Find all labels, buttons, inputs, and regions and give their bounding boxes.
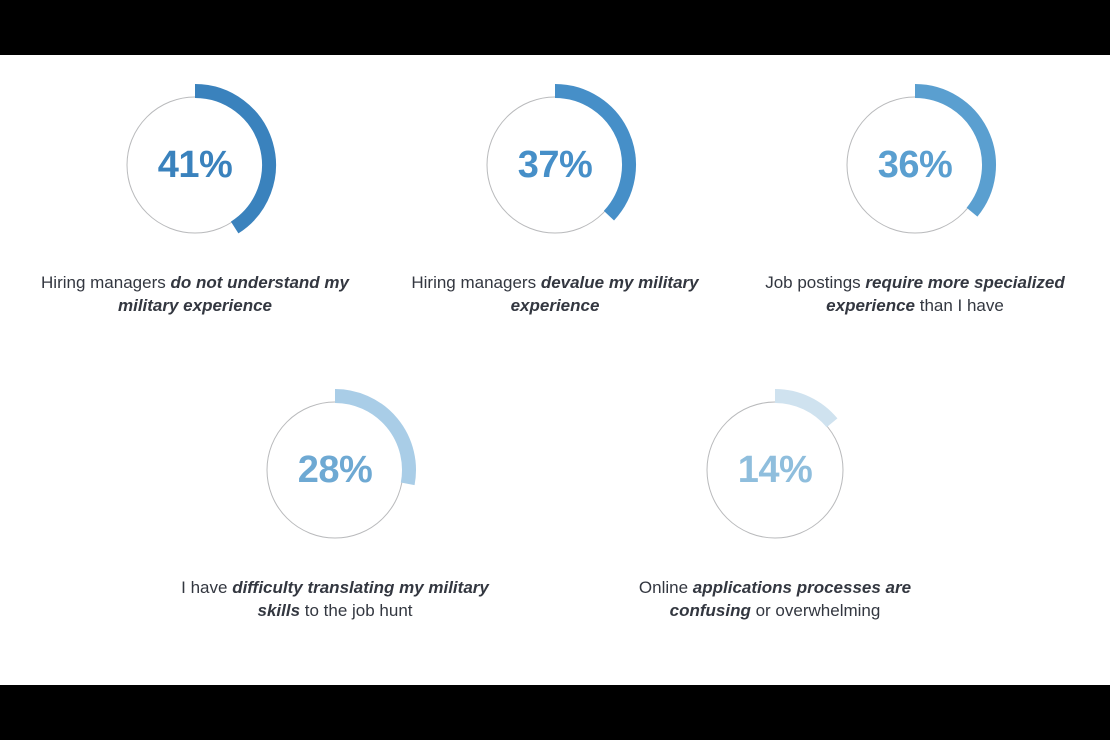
percent-value: 41%	[110, 80, 280, 250]
letterbox-frame: 41% Hiring managers do not understand my …	[0, 0, 1110, 740]
caption: Hiring managers devalue my military expe…	[395, 272, 715, 318]
caption: Hiring managers do not understand my mil…	[35, 272, 355, 318]
donut-wrap: 14%	[690, 385, 860, 555]
percent-value: 36%	[830, 80, 1000, 250]
caption: Job postings require more specialized ex…	[755, 272, 1075, 318]
donut-wrap: 28%	[250, 385, 420, 555]
stat-devalue: 37% Hiring managers devalue my military e…	[385, 80, 725, 318]
percent-value: 14%	[690, 385, 860, 555]
stat-specialized: 36% Job postings require more specialized…	[745, 80, 1085, 318]
row-2: 28% I have difficulty translating my mili…	[0, 385, 1110, 623]
stat-applications: 14% Online applications processes are con…	[605, 385, 945, 623]
percent-value: 37%	[470, 80, 640, 250]
infographic-canvas: 41% Hiring managers do not understand my …	[0, 55, 1110, 685]
caption: I have difficulty translating my militar…	[175, 577, 495, 623]
stat-not-understand: 41% Hiring managers do not understand my …	[25, 80, 365, 318]
caption: Online applications processes are confus…	[615, 577, 935, 623]
stat-translating: 28% I have difficulty translating my mili…	[165, 385, 505, 623]
donut-wrap: 37%	[470, 80, 640, 250]
percent-value: 28%	[250, 385, 420, 555]
donut-wrap: 41%	[110, 80, 280, 250]
row-1: 41% Hiring managers do not understand my …	[0, 80, 1110, 318]
donut-wrap: 36%	[830, 80, 1000, 250]
